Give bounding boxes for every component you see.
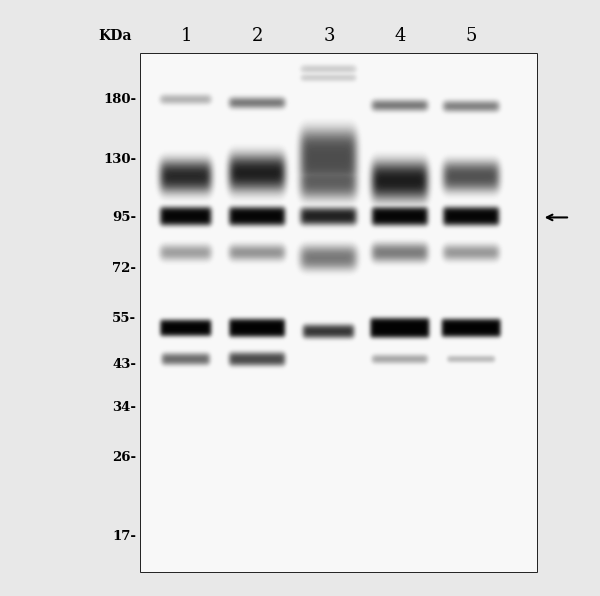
Text: 5: 5 — [466, 27, 478, 45]
Text: 3: 3 — [323, 27, 335, 45]
Text: 95-: 95- — [112, 211, 136, 224]
Text: 4: 4 — [395, 27, 406, 45]
Text: 55-: 55- — [112, 312, 136, 325]
Text: KDa: KDa — [98, 29, 132, 43]
Text: 17-: 17- — [112, 530, 136, 543]
Text: 2: 2 — [252, 27, 263, 45]
Text: 26-: 26- — [112, 451, 136, 464]
Text: 72-: 72- — [112, 262, 136, 275]
Text: 43-: 43- — [112, 358, 136, 371]
Bar — [141, 54, 537, 572]
Text: 180-: 180- — [103, 92, 136, 105]
Text: 1: 1 — [181, 27, 192, 45]
Text: 34-: 34- — [112, 401, 136, 414]
Text: 130-: 130- — [103, 153, 136, 166]
